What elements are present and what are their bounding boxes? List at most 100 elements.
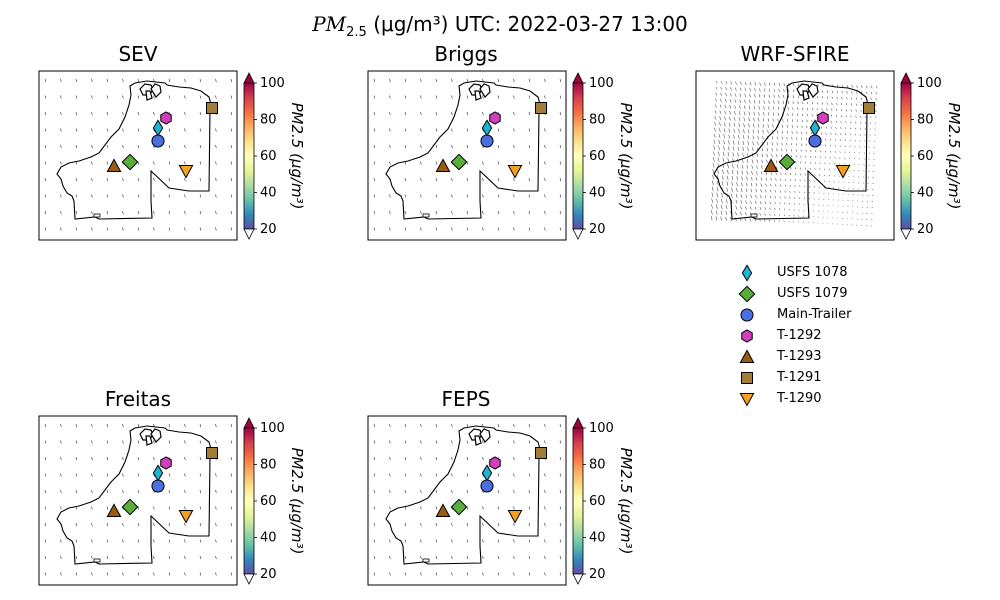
colorbar-max-extend — [900, 72, 912, 84]
map-panel-wrf-sfire — [695, 70, 895, 241]
legend-entry: T-1291 — [735, 367, 851, 388]
legend-label: T-1291 — [777, 370, 822, 385]
colorbar-tick-label: 100 — [917, 76, 942, 91]
legend-marker-icon — [741, 263, 753, 282]
colorbar-label: PM2.5 (μg/m³) — [617, 102, 635, 209]
station-marker-t-1291 — [535, 102, 547, 114]
burn-unit-boundary — [713, 80, 869, 220]
station-marker-usfs-1079 — [778, 153, 796, 171]
panel-title-freitas: Freitas — [104, 387, 172, 411]
station-marker-usfs-1079 — [121, 498, 139, 516]
colorbar-tick-label: 40 — [589, 186, 606, 201]
colorbar-gradient — [243, 82, 255, 230]
station-marker-t-1290 — [178, 165, 194, 179]
legend-marker-icon — [741, 371, 753, 384]
colorbar-min-extend — [243, 228, 255, 240]
station-marker-t-1293 — [106, 158, 122, 172]
station-marker-t-1292 — [160, 456, 172, 470]
lake-outline — [150, 428, 162, 443]
lake-outline — [479, 83, 491, 98]
colorbar-tick-label: 60 — [917, 149, 934, 164]
map-panel-feps — [367, 415, 567, 586]
station-marker-usfs-1079 — [450, 498, 468, 516]
colorbar-gradient — [900, 82, 912, 230]
colorbar-tick-label: 60 — [589, 494, 606, 509]
panel-title-feps: FEPS — [441, 387, 491, 411]
station-marker-t-1291 — [206, 102, 218, 114]
colorbar-tick-label: 100 — [260, 421, 285, 436]
burn-unit-boundary — [385, 425, 541, 565]
boundary-notch — [93, 213, 101, 218]
legend-marker-icon — [741, 328, 753, 343]
colorbar-max-extend — [572, 72, 584, 84]
wind-vectors — [373, 423, 562, 576]
panel-title-briggs: Briggs — [434, 42, 498, 66]
colorbar-tick-label: 20 — [917, 222, 934, 237]
legend-marker-icon — [740, 307, 754, 322]
colorbar-label: PM2.5 (μg/m³) — [288, 447, 306, 554]
colorbar-max-extend — [243, 417, 255, 429]
station-marker-main-trailer — [151, 479, 165, 493]
station-marker-t-1292 — [489, 111, 501, 125]
legend-marker-icon — [739, 348, 755, 363]
station-marker-t-1293 — [763, 158, 779, 172]
boundary-notch — [750, 213, 758, 218]
legend-label: USFS 1079 — [777, 286, 848, 301]
colorbar-tick-label: 40 — [260, 531, 277, 546]
station-marker-t-1293 — [435, 158, 451, 172]
boundary-notch — [422, 213, 430, 218]
station-marker-t-1291 — [206, 447, 218, 459]
station-marker-t-1290 — [178, 510, 194, 524]
figure-title: PM2.5 (μg/m³) UTC: 2022-03-27 13:00 — [312, 12, 688, 40]
map-panel-freitas — [38, 415, 238, 586]
colorbar-tick-label: 80 — [589, 113, 606, 128]
map-panel-sev — [38, 70, 238, 241]
station-marker-t-1290 — [507, 165, 523, 179]
colorbar-min-extend — [572, 228, 584, 240]
legend-label: T-1290 — [777, 391, 822, 406]
legend-marker-icon — [738, 285, 756, 302]
burn-unit-boundary — [56, 80, 212, 220]
lake-outline — [150, 83, 162, 98]
station-marker-t-1291 — [535, 447, 547, 459]
colorbar-label: PM2.5 (μg/m³) — [288, 102, 306, 209]
boundary-notch — [93, 558, 101, 563]
station-marker-t-1292 — [489, 456, 501, 470]
station-marker-main-trailer — [480, 134, 494, 148]
lake-outline — [807, 83, 819, 98]
station-marker-usfs-1079 — [121, 153, 139, 171]
colorbar-min-extend — [243, 573, 255, 585]
station-marker-t-1293 — [435, 503, 451, 517]
colorbar-tick-label: 60 — [260, 149, 277, 164]
colorbar-max-extend — [572, 417, 584, 429]
colorbar-tick-label: 20 — [260, 567, 277, 582]
colorbar-gradient — [572, 82, 584, 230]
colorbar-min-extend — [900, 228, 912, 240]
colorbar-min-extend — [572, 573, 584, 585]
lake-outline — [474, 435, 482, 446]
colorbar-label: PM2.5 (μg/m³) — [617, 447, 635, 554]
lake-outline — [145, 90, 153, 101]
colorbar-tick-label: 80 — [260, 458, 277, 473]
legend-marker-icon — [739, 392, 755, 407]
colorbar-tick-label: 80 — [917, 113, 934, 128]
station-marker-t-1290 — [507, 510, 523, 524]
legend-label: T-1293 — [777, 349, 822, 364]
lake-outline — [474, 90, 482, 101]
wind-vectors — [373, 78, 562, 231]
colorbar-tick-label: 40 — [260, 186, 277, 201]
station-marker-t-1291 — [863, 102, 875, 114]
colorbar-tick-label: 40 — [917, 186, 934, 201]
station-marker-t-1293 — [106, 503, 122, 517]
wind-vectors — [710, 80, 878, 227]
panel-title-sev: SEV — [118, 42, 158, 66]
colorbar-tick-label: 100 — [260, 76, 285, 91]
colorbar-tick-label: 20 — [589, 567, 606, 582]
station-marker-t-1290 — [835, 165, 851, 179]
lake-outline — [145, 435, 153, 446]
panel-title-wrf-sfire: WRF-SFIRE — [740, 42, 850, 66]
